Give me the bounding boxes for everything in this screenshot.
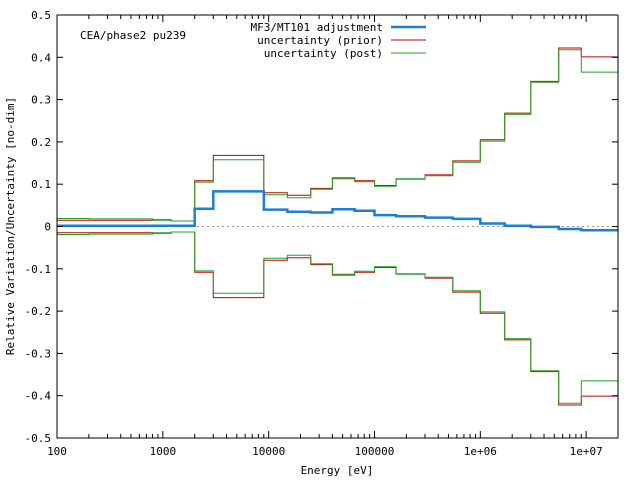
series-mf3-mt101-adjustment (57, 190, 618, 232)
legend-label-uncertainty-prior: uncertainty (prior) (257, 34, 383, 47)
x-tick-label: 1e+06 (464, 445, 497, 458)
legend-label-uncertainty-post: uncertainty (post) (264, 47, 383, 60)
y-axis-label: Relative Variation/Uncertainty [no-dim] (4, 97, 17, 355)
y-tick-label: -0.3 (25, 347, 52, 360)
y-tick-label: -0.2 (25, 305, 52, 318)
y-tick-label: 0.5 (31, 9, 51, 22)
series-layer (57, 47, 618, 406)
series-uncertainty-post-upper (57, 49, 618, 222)
y-tick-label: -0.1 (25, 263, 52, 276)
x-tick-label: 100000 (355, 445, 395, 458)
y-tick-label: 0.2 (31, 136, 51, 149)
y-tick-label: -0.4 (25, 390, 52, 403)
x-tick-label: 100 (47, 445, 67, 458)
y-tick-label: -0.5 (25, 432, 52, 445)
series-uncertainty-prior-lower (57, 231, 618, 406)
series-uncertainty-prior-upper (57, 47, 618, 222)
x-tick-label: 1000 (150, 445, 177, 458)
chart-annotation: CEA/phase2 pu239 (80, 29, 186, 42)
x-tick-label: 10000 (252, 445, 285, 458)
series-uncertainty-post-lower (57, 231, 618, 404)
y-tick-label: 0.3 (31, 94, 51, 107)
x-tick-label: 1e+07 (570, 445, 603, 458)
y-tick-label: 0.1 (31, 178, 51, 191)
y-tick-label: 0.4 (31, 51, 51, 64)
legend-label-mf3-mt101-adjustment: MF3/MT101 adjustment (251, 21, 383, 34)
y-tick-label: 0 (44, 221, 51, 234)
x-axis-label: Energy [eV] (301, 464, 374, 477)
